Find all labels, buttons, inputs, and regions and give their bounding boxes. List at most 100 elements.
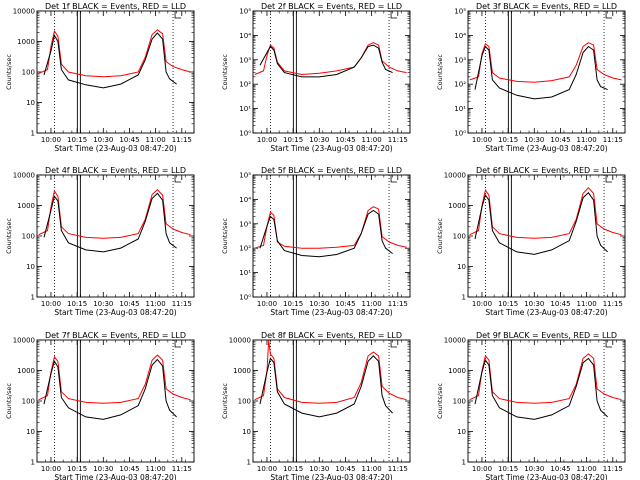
- y-axis-label: Counts/sec: [5, 54, 13, 90]
- detector-panel-9: Det 9f BLACK = Events, RED = LLD 1 10 100 10…: [436, 331, 626, 480]
- x-tick-label: 11:00: [577, 300, 597, 308]
- x-axis-label: Start Time (23-Aug-03 08:47:20): [485, 473, 607, 480]
- y-axis-label: Counts/sec: [436, 218, 444, 254]
- x-tick-label: 10:30: [524, 300, 544, 308]
- y-tick-label: 10⁴: [239, 32, 251, 40]
- x-axis-label: Start Time (23-Aug-03 08:47:20): [54, 144, 176, 153]
- plot-frame: [467, 339, 626, 463]
- x-tick-label: 10:00: [257, 465, 277, 473]
- y-tick-label: 10: [26, 263, 35, 271]
- x-tick-label: 10:45: [119, 465, 139, 473]
- x-tick-label: 11:15: [172, 300, 192, 308]
- bracket-marker: [390, 175, 398, 183]
- y-tick-label: 1000: [448, 202, 466, 210]
- x-tick-label: 10:30: [524, 136, 544, 144]
- lld-series-line: [469, 187, 622, 239]
- detector-panel-6: Det 6f BLACK = Events, RED = LLD 1 10 100 10…: [436, 166, 626, 317]
- x-tick-label: 10:30: [309, 465, 329, 473]
- x-tick-label: 10:00: [41, 136, 61, 144]
- x-tick-label: 10:45: [335, 300, 355, 308]
- y-tick-label: 10: [26, 428, 35, 436]
- y-tick-label: 10²: [239, 245, 251, 253]
- y-tick-label: 10¹: [239, 269, 251, 277]
- y-tick-label: 10¹: [454, 105, 466, 113]
- x-tick-label: 11:00: [146, 136, 166, 144]
- lld-series-line: [254, 340, 407, 404]
- y-tick-label: 10: [26, 99, 35, 107]
- bracket-marker: [390, 11, 398, 19]
- x-tick-label: 11:00: [362, 136, 382, 144]
- y-tick-label: 1: [462, 459, 466, 467]
- x-tick-label: 10:30: [309, 300, 329, 308]
- y-tick-label: 10: [457, 428, 466, 436]
- lld-series-line: [38, 29, 191, 78]
- y-tick-label: 10²: [239, 81, 251, 89]
- y-axis-label: Counts/sec: [436, 383, 444, 419]
- x-tick-label: 11:00: [362, 465, 382, 473]
- lld-series-line: [469, 353, 622, 404]
- plot-frame: [467, 10, 626, 134]
- bracket-marker: [605, 340, 613, 348]
- detector-panel-1: Det 1f BLACK = Events, RED = LLD 1 10 100 10…: [5, 2, 195, 153]
- plot-frame: [36, 10, 195, 134]
- x-tick-label: 10:15: [498, 465, 518, 473]
- y-tick-label: 1: [247, 459, 251, 467]
- y-tick-label: 10⁰: [239, 294, 251, 302]
- y-tick-label: 1: [31, 459, 35, 467]
- x-tick-label: 10:15: [67, 136, 87, 144]
- x-axis-label: Start Time (23-Aug-03 08:47:20): [485, 308, 607, 317]
- bracket-marker: [605, 175, 613, 183]
- x-tick-label: 10:45: [335, 136, 355, 144]
- x-tick-label: 11:15: [388, 300, 408, 308]
- x-axis-label: Start Time (23-Aug-03 08:47:20): [270, 144, 392, 153]
- panel-title: Det 5f BLACK = Events, RED = LLD: [261, 166, 402, 175]
- panel-title: Det 3f BLACK = Events, RED = LLD: [476, 2, 617, 11]
- y-tick-label: 10⁵: [239, 8, 251, 16]
- y-tick-label: 1: [31, 294, 35, 302]
- y-axis-label: Counts/sec: [5, 218, 13, 254]
- x-tick-label: 10:15: [67, 465, 87, 473]
- events-series-line: [259, 355, 393, 418]
- plot-frame: [252, 10, 411, 134]
- y-tick-label: 10⁰: [239, 130, 251, 138]
- y-tick-label: 10000: [13, 8, 35, 16]
- lld-series-line: [38, 354, 191, 404]
- y-axis-label: Counts/sec: [221, 54, 229, 90]
- lld-series-line: [254, 206, 407, 249]
- y-axis-label: Counts/sec: [221, 383, 229, 419]
- events-series-line: [474, 45, 608, 100]
- x-tick-label: 10:45: [119, 136, 139, 144]
- panel-title: Det 8f BLACK = Events, RED = LLD: [261, 331, 402, 340]
- x-tick-label: 10:30: [524, 465, 544, 473]
- events-series-line: [474, 192, 608, 255]
- bracket-marker: [605, 11, 613, 19]
- x-tick-label: 10:15: [498, 300, 518, 308]
- x-tick-label: 10:30: [93, 465, 113, 473]
- x-tick-label: 10:15: [498, 136, 518, 144]
- plot-frame: [252, 174, 411, 298]
- y-tick-label: 10²: [454, 81, 466, 89]
- y-tick-label: 10⁴: [454, 32, 466, 40]
- y-tick-label: 10³: [239, 220, 251, 228]
- x-tick-label: 10:15: [283, 300, 303, 308]
- y-tick-label: 10⁴: [239, 196, 251, 204]
- x-tick-label: 11:15: [603, 300, 623, 308]
- x-tick-label: 11:00: [577, 465, 597, 473]
- x-tick-label: 11:00: [146, 300, 166, 308]
- plot-frame: [467, 174, 626, 298]
- plot-frame: [252, 339, 411, 463]
- x-tick-label: 11:15: [603, 465, 623, 473]
- x-tick-label: 10:45: [335, 465, 355, 473]
- panel-title: Det 2f BLACK = Events, RED = LLD: [261, 2, 402, 11]
- y-axis-label: Counts/sec: [436, 54, 444, 90]
- y-axis-label: Counts/sec: [221, 218, 229, 254]
- lld-series-line: [254, 42, 407, 76]
- y-tick-label: 100: [238, 398, 251, 406]
- y-tick-label: 10: [457, 263, 466, 271]
- x-tick-label: 10:30: [93, 300, 113, 308]
- lld-series-line: [469, 42, 622, 83]
- y-axis-label: Counts/sec: [5, 383, 13, 419]
- x-axis-label: Start Time (23-Aug-03 08:47:20): [54, 308, 176, 317]
- detector-panel-4: Det 4f BLACK = Events, RED = LLD 1 10 100 10…: [5, 166, 195, 317]
